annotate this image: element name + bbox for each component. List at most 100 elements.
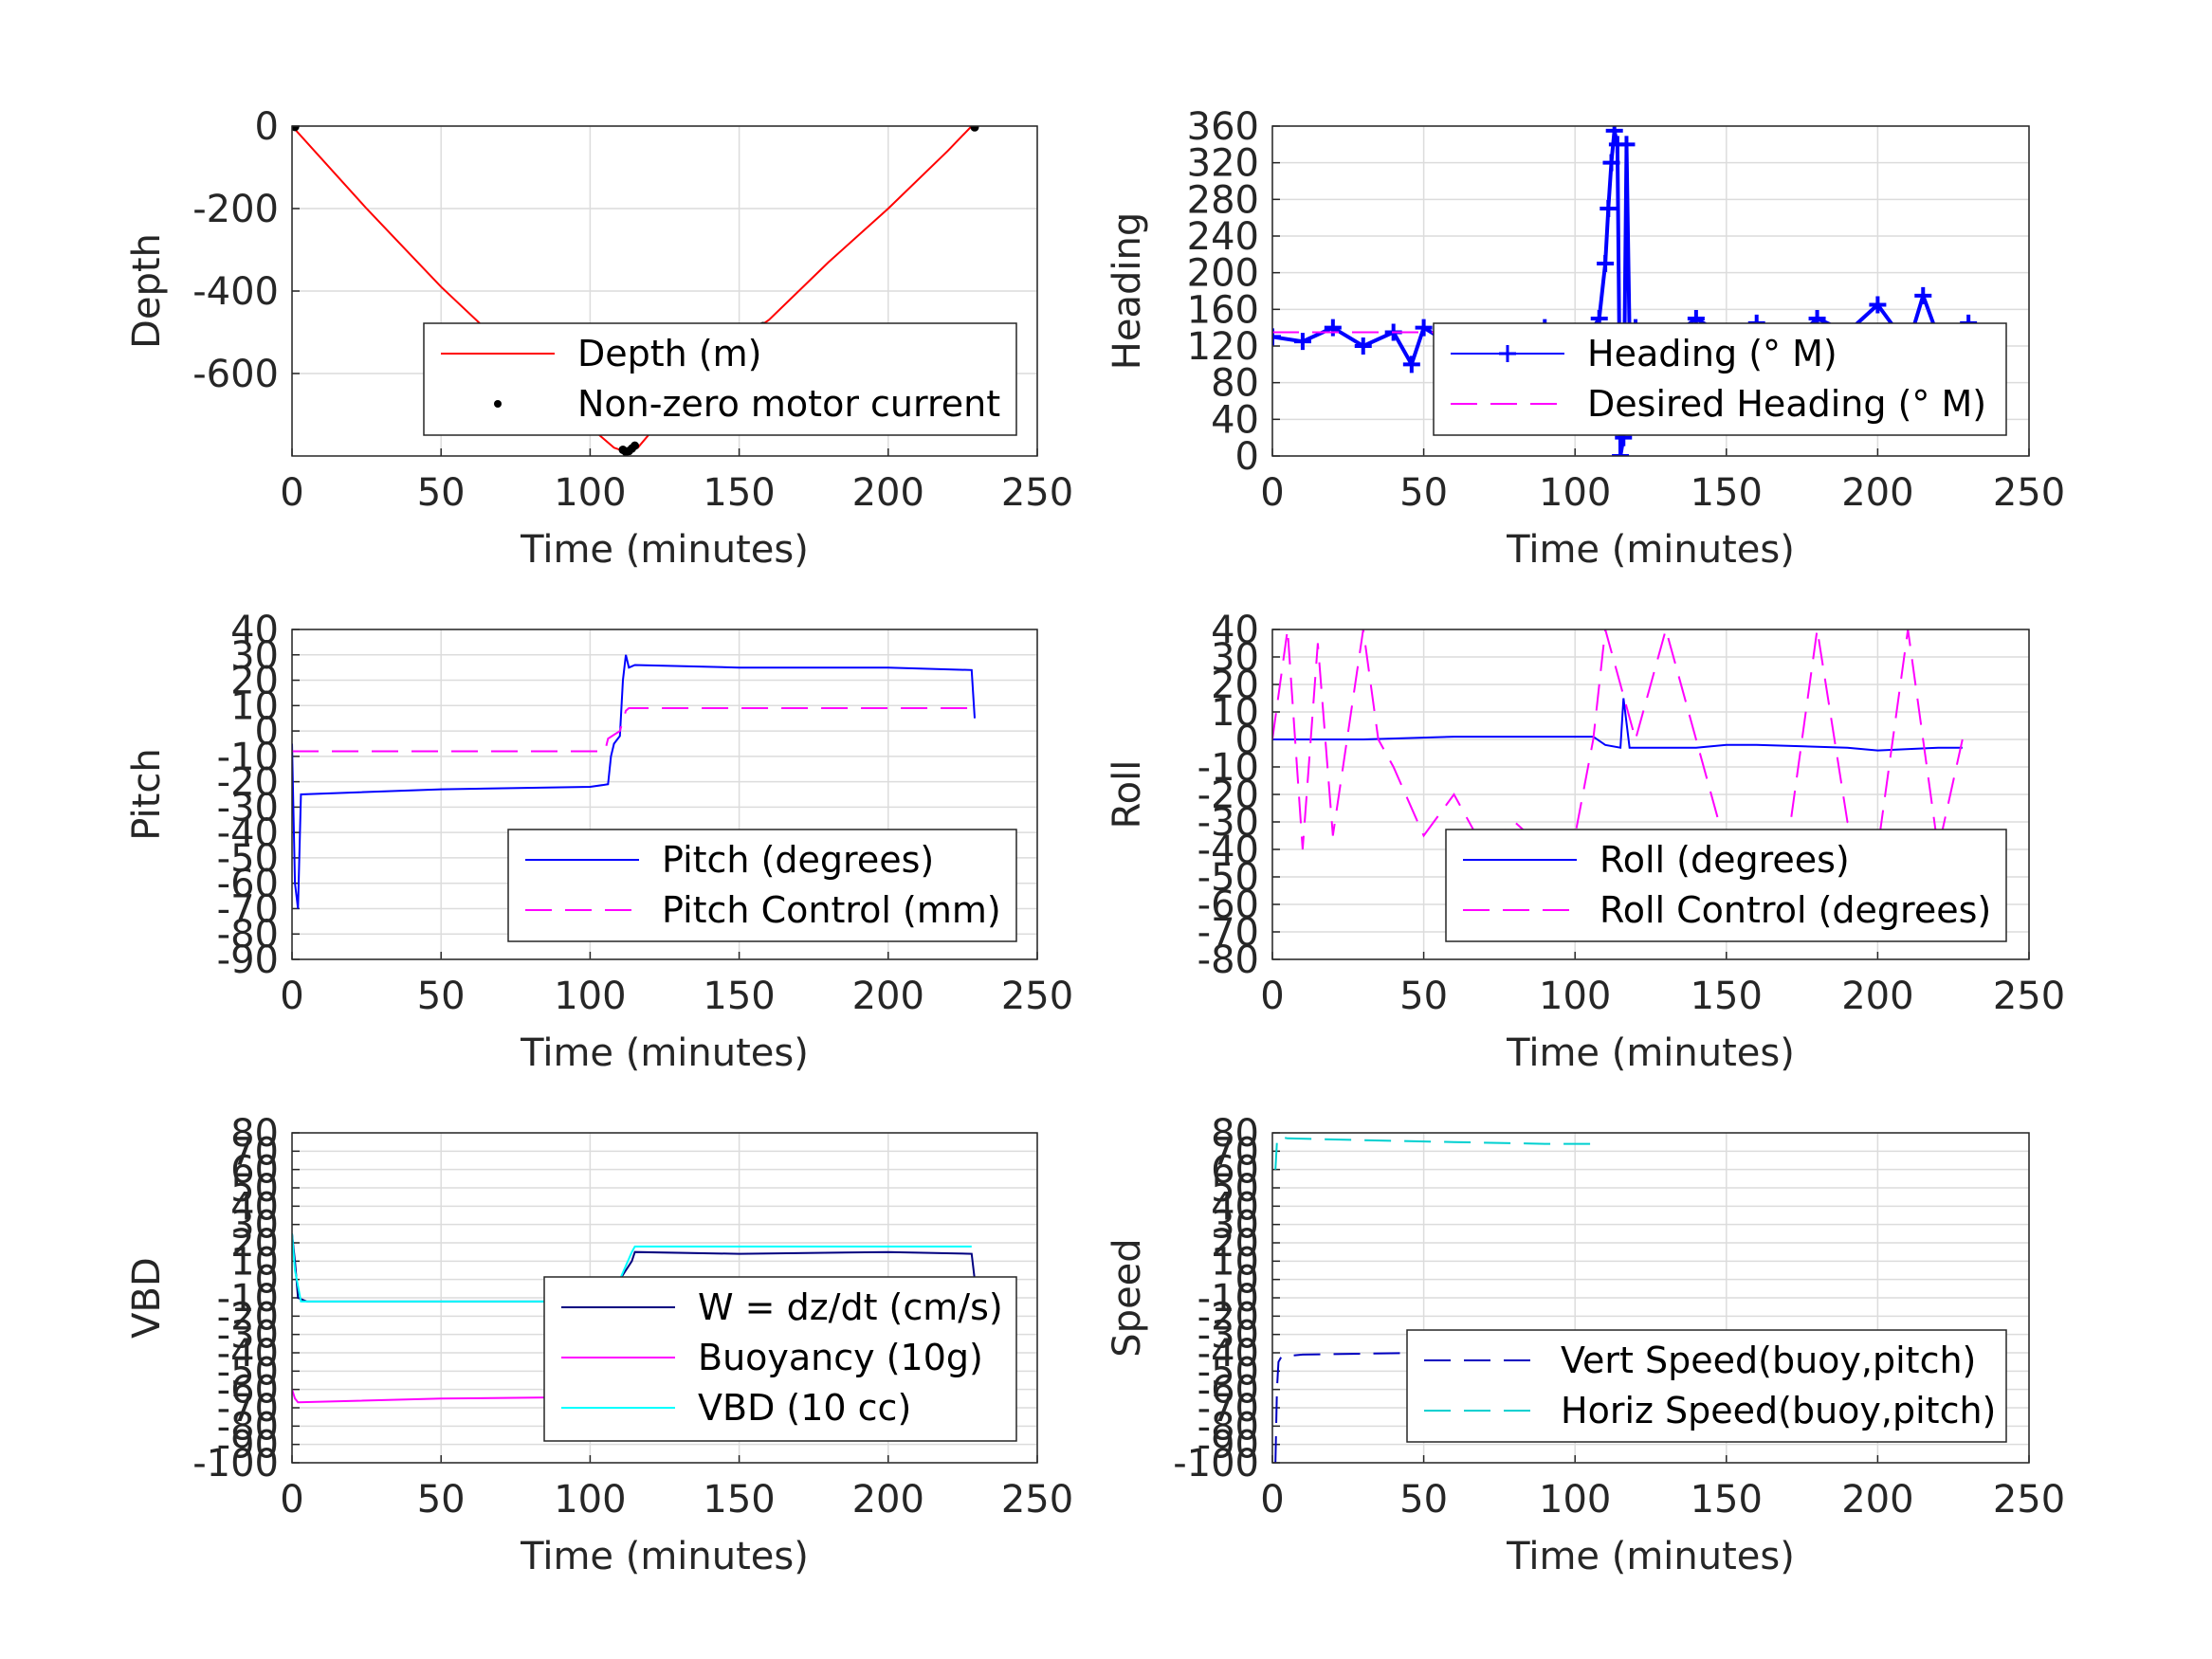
legend-label: Horiz Speed(buoy,pitch): [1561, 1390, 1996, 1431]
y-tick-label: 0: [255, 105, 279, 149]
x-axis-label: Time (minutes): [1506, 1031, 1795, 1075]
y-tick-label: 320: [1187, 142, 1259, 186]
x-axis-label: Time (minutes): [520, 1031, 809, 1075]
y-tick-label: -20: [217, 761, 279, 805]
y-tick-label: 30: [1211, 636, 1259, 680]
legend-label: Buoyancy (10g): [698, 1337, 983, 1378]
legend-label: Heading (° M): [1587, 333, 1837, 374]
legend-box: [507, 829, 1017, 942]
y-tick-label: -80: [1197, 939, 1259, 982]
x-tick-label: 100: [1539, 1478, 1611, 1522]
series-heading-0-marker: [1597, 255, 1615, 272]
x-tick-label: 100: [1539, 471, 1611, 515]
y-tick-label: 0: [255, 1259, 279, 1303]
x-tick-label: 0: [280, 1478, 303, 1522]
series-heading-0-marker: [1914, 286, 1932, 304]
series-pitch-0-line: [292, 654, 976, 909]
y-tick-label: 30: [1211, 1204, 1259, 1248]
y-tick-label: 120: [1187, 325, 1259, 369]
legend: Roll (degrees) Roll Control (degrees): [1445, 829, 2007, 942]
series-pitch-1-line: [292, 707, 975, 753]
x-tick-label: 0: [1260, 1478, 1284, 1522]
series-depth-1-point: [631, 441, 640, 450]
series-roll-0-line: [1272, 698, 1963, 752]
legend: Depth (m) Non-zero motor current: [423, 322, 1017, 436]
subplot-heading: 0 50 100 150 200 2500408012016020024028032036…: [1106, 105, 2065, 572]
legend-label: W = dz/dt (cm/s): [698, 1286, 1003, 1328]
legend: Heading (° M) Desired Heading (° M): [1433, 322, 2007, 436]
y-tick-label: -60: [217, 863, 279, 906]
y-tick-label: 10: [230, 684, 279, 728]
y-tick-label: -30: [217, 1314, 279, 1358]
y-tick-label: 30: [230, 1204, 279, 1248]
y-tick-label: 60: [1211, 1149, 1259, 1193]
y-tick-label: -20: [217, 1295, 279, 1339]
y-tick-label: -30: [1197, 1314, 1259, 1358]
y-tick-label: -90: [217, 1424, 279, 1468]
x-tick-label: 50: [417, 975, 466, 1018]
y-tick-label: -20: [1197, 1295, 1259, 1339]
legend-label: Pitch Control (mm): [662, 889, 1001, 931]
subplot-pitch: 0 50 100 150 200 250-90-80-70-60-50-40-30-20-…: [125, 609, 1073, 1075]
series-heading-0-marker: [1293, 333, 1311, 351]
subplot-roll: 0 50 100 150 200 250-80-70-60-50-40-30-20-100…: [1106, 609, 2065, 1075]
series-heading-0-marker: [1618, 136, 1636, 154]
y-tick-label: -70: [1197, 911, 1259, 955]
x-tick-label: 50: [417, 1478, 466, 1522]
y-tick-label: 30: [230, 634, 279, 678]
y-axis-label: Speed: [1106, 1238, 1149, 1357]
y-tick-label: 40: [230, 609, 279, 652]
axes-box: [291, 125, 1038, 457]
subplot-vbd: 0 50 100 150 200 250-100-90-80-70-60-50-40-30…: [125, 1112, 1073, 1578]
series-heading-0-marker: [1402, 356, 1420, 374]
y-tick-label: 50: [230, 1167, 279, 1211]
x-axis-label: Time (minutes): [1506, 1535, 1795, 1578]
series-heading-0-marker: [1415, 319, 1433, 337]
y-tick-label: 20: [230, 660, 279, 703]
x-tick-label: 0: [1260, 471, 1284, 515]
series-heading-0-marker: [1354, 337, 1372, 355]
y-tick-label: -50: [1197, 856, 1259, 900]
y-tick-label: -10: [217, 736, 279, 779]
y-tick-label: 0: [255, 710, 279, 754]
x-tick-label: 150: [703, 1478, 775, 1522]
subplot-depth: 0 50 100 150 200 250 0 -200 -400 -600 Time (minute…: [125, 105, 1073, 572]
legend-box: [423, 322, 1017, 436]
series-heading-0-marker: [1324, 319, 1342, 337]
y-tick-label: 80: [1211, 1112, 1259, 1156]
y-tick-label: -60: [1197, 1369, 1259, 1413]
y-tick-label: 160: [1187, 288, 1259, 332]
y-tick-label: 10: [230, 1240, 279, 1284]
y-tick-label: 40: [1211, 398, 1259, 442]
x-tick-label: 250: [1993, 471, 2065, 515]
legend-label: Desired Heading (° M): [1587, 383, 1986, 425]
legend: Pitch (degrees) Pitch Control (mm): [507, 829, 1017, 942]
y-tick-label: -10: [1197, 746, 1259, 790]
y-tick-label: -40: [217, 811, 279, 855]
axes-box: [1271, 629, 2030, 960]
y-tick-label: -10: [1197, 1277, 1259, 1321]
legend-label: Pitch (degrees): [662, 839, 934, 881]
y-axis-label: Roll: [1106, 760, 1149, 830]
x-tick-label: 200: [1841, 1478, 1913, 1522]
legend-box: [1433, 322, 2007, 436]
series-heading-0-marker: [1602, 154, 1620, 172]
x-tick-label: 250: [1993, 1478, 2065, 1522]
y-tick-label: -10: [217, 1277, 279, 1321]
series-vbd-1-line: [292, 1389, 609, 1404]
legend-box: [1406, 1329, 2007, 1443]
x-tick-label: 50: [1399, 975, 1448, 1018]
y-tick-label: 0: [1235, 1259, 1259, 1303]
y-tick-label: -400: [192, 270, 279, 314]
y-tick-label: 80: [1211, 362, 1259, 406]
legend-swatch: [494, 400, 502, 408]
y-tick-label: -40: [1197, 829, 1259, 872]
series-group: [292, 654, 976, 909]
y-tick-label: -60: [1197, 884, 1259, 927]
y-tick-label: 0: [1235, 435, 1259, 479]
x-tick-label: 150: [703, 975, 775, 1018]
series-group: [292, 126, 979, 456]
legend-label: Roll Control (degrees): [1600, 889, 1991, 931]
x-tick-label: 250: [1001, 471, 1073, 515]
y-tick-label: 200: [1187, 252, 1259, 296]
